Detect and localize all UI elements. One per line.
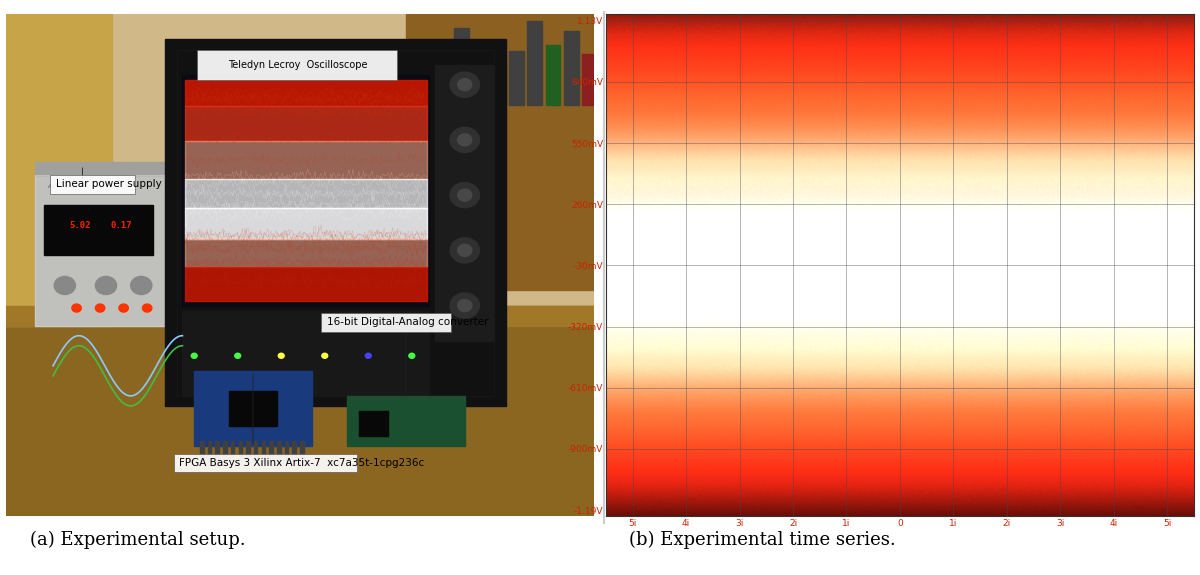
Bar xyxy=(300,441,304,461)
Circle shape xyxy=(119,304,128,312)
Bar xyxy=(564,31,578,105)
Bar xyxy=(44,205,154,255)
Bar xyxy=(284,441,288,461)
Polygon shape xyxy=(6,305,594,516)
Bar xyxy=(347,396,464,446)
FancyBboxPatch shape xyxy=(50,175,134,194)
Circle shape xyxy=(450,238,480,263)
Bar xyxy=(216,441,218,461)
Circle shape xyxy=(278,353,284,358)
Bar xyxy=(546,45,560,105)
Circle shape xyxy=(457,300,472,312)
Polygon shape xyxy=(112,165,194,325)
Bar xyxy=(293,441,296,461)
Circle shape xyxy=(450,293,480,318)
Bar xyxy=(436,64,494,341)
Polygon shape xyxy=(6,305,594,325)
Bar xyxy=(36,163,164,175)
Bar xyxy=(262,441,265,461)
Bar xyxy=(194,371,312,446)
Circle shape xyxy=(95,304,104,312)
FancyBboxPatch shape xyxy=(174,454,358,472)
Bar xyxy=(36,175,164,325)
Bar xyxy=(185,239,426,267)
Polygon shape xyxy=(6,14,594,325)
Circle shape xyxy=(365,353,371,358)
Bar xyxy=(277,441,281,461)
Circle shape xyxy=(457,134,472,146)
Bar xyxy=(239,441,242,461)
Bar xyxy=(582,54,598,105)
Bar xyxy=(185,267,426,301)
Text: 5.02: 5.02 xyxy=(68,221,90,230)
Bar xyxy=(269,441,272,461)
Text: FPGA Basys 3 Xilinx Artix-7  xc7a35t-1cpg236c: FPGA Basys 3 Xilinx Artix-7 xc7a35t-1cpg… xyxy=(180,458,425,467)
Circle shape xyxy=(450,72,480,97)
Text: Teledyn Lecroy  Oscilloscope: Teledyn Lecroy Oscilloscope xyxy=(228,60,367,70)
Bar xyxy=(254,441,258,461)
Circle shape xyxy=(95,277,116,294)
FancyBboxPatch shape xyxy=(197,49,397,80)
Bar xyxy=(436,48,451,105)
Circle shape xyxy=(54,277,76,294)
Text: 16-bit Digital-Analog converter: 16-bit Digital-Analog converter xyxy=(326,317,488,327)
Bar xyxy=(208,441,211,461)
Bar xyxy=(185,141,426,179)
Bar xyxy=(36,175,164,325)
Bar xyxy=(182,310,430,396)
Text: (b) Experimental time series.: (b) Experimental time series. xyxy=(630,531,896,549)
Bar xyxy=(176,49,494,396)
Bar xyxy=(185,80,426,106)
Bar xyxy=(473,49,487,105)
Circle shape xyxy=(72,304,82,312)
Bar xyxy=(200,441,204,461)
Circle shape xyxy=(450,182,480,208)
Bar xyxy=(229,391,276,426)
Text: (a) Experimental setup.: (a) Experimental setup. xyxy=(30,531,245,549)
Circle shape xyxy=(457,79,472,91)
Text: Linear power supply: Linear power supply xyxy=(56,179,162,189)
Bar xyxy=(230,441,234,461)
Bar xyxy=(359,411,389,436)
Bar xyxy=(223,441,227,461)
Bar xyxy=(491,60,505,105)
Text: Agilent: Agilent xyxy=(47,183,66,189)
Polygon shape xyxy=(6,14,112,325)
Bar xyxy=(246,441,250,461)
FancyBboxPatch shape xyxy=(320,313,451,332)
Circle shape xyxy=(457,244,472,256)
Bar xyxy=(185,179,426,208)
Text: 0.17: 0.17 xyxy=(110,221,132,230)
Bar xyxy=(509,51,524,105)
Bar xyxy=(455,28,469,105)
Bar xyxy=(406,14,594,290)
Bar xyxy=(182,75,430,305)
Bar xyxy=(185,208,426,239)
Bar xyxy=(418,61,432,105)
Bar xyxy=(164,40,506,406)
Circle shape xyxy=(191,353,197,358)
Circle shape xyxy=(131,277,152,294)
Circle shape xyxy=(322,353,328,358)
Bar xyxy=(528,21,542,105)
Circle shape xyxy=(409,353,415,358)
Circle shape xyxy=(450,127,480,152)
Circle shape xyxy=(457,189,472,201)
Bar xyxy=(185,106,426,141)
Circle shape xyxy=(143,304,152,312)
Circle shape xyxy=(235,353,241,358)
